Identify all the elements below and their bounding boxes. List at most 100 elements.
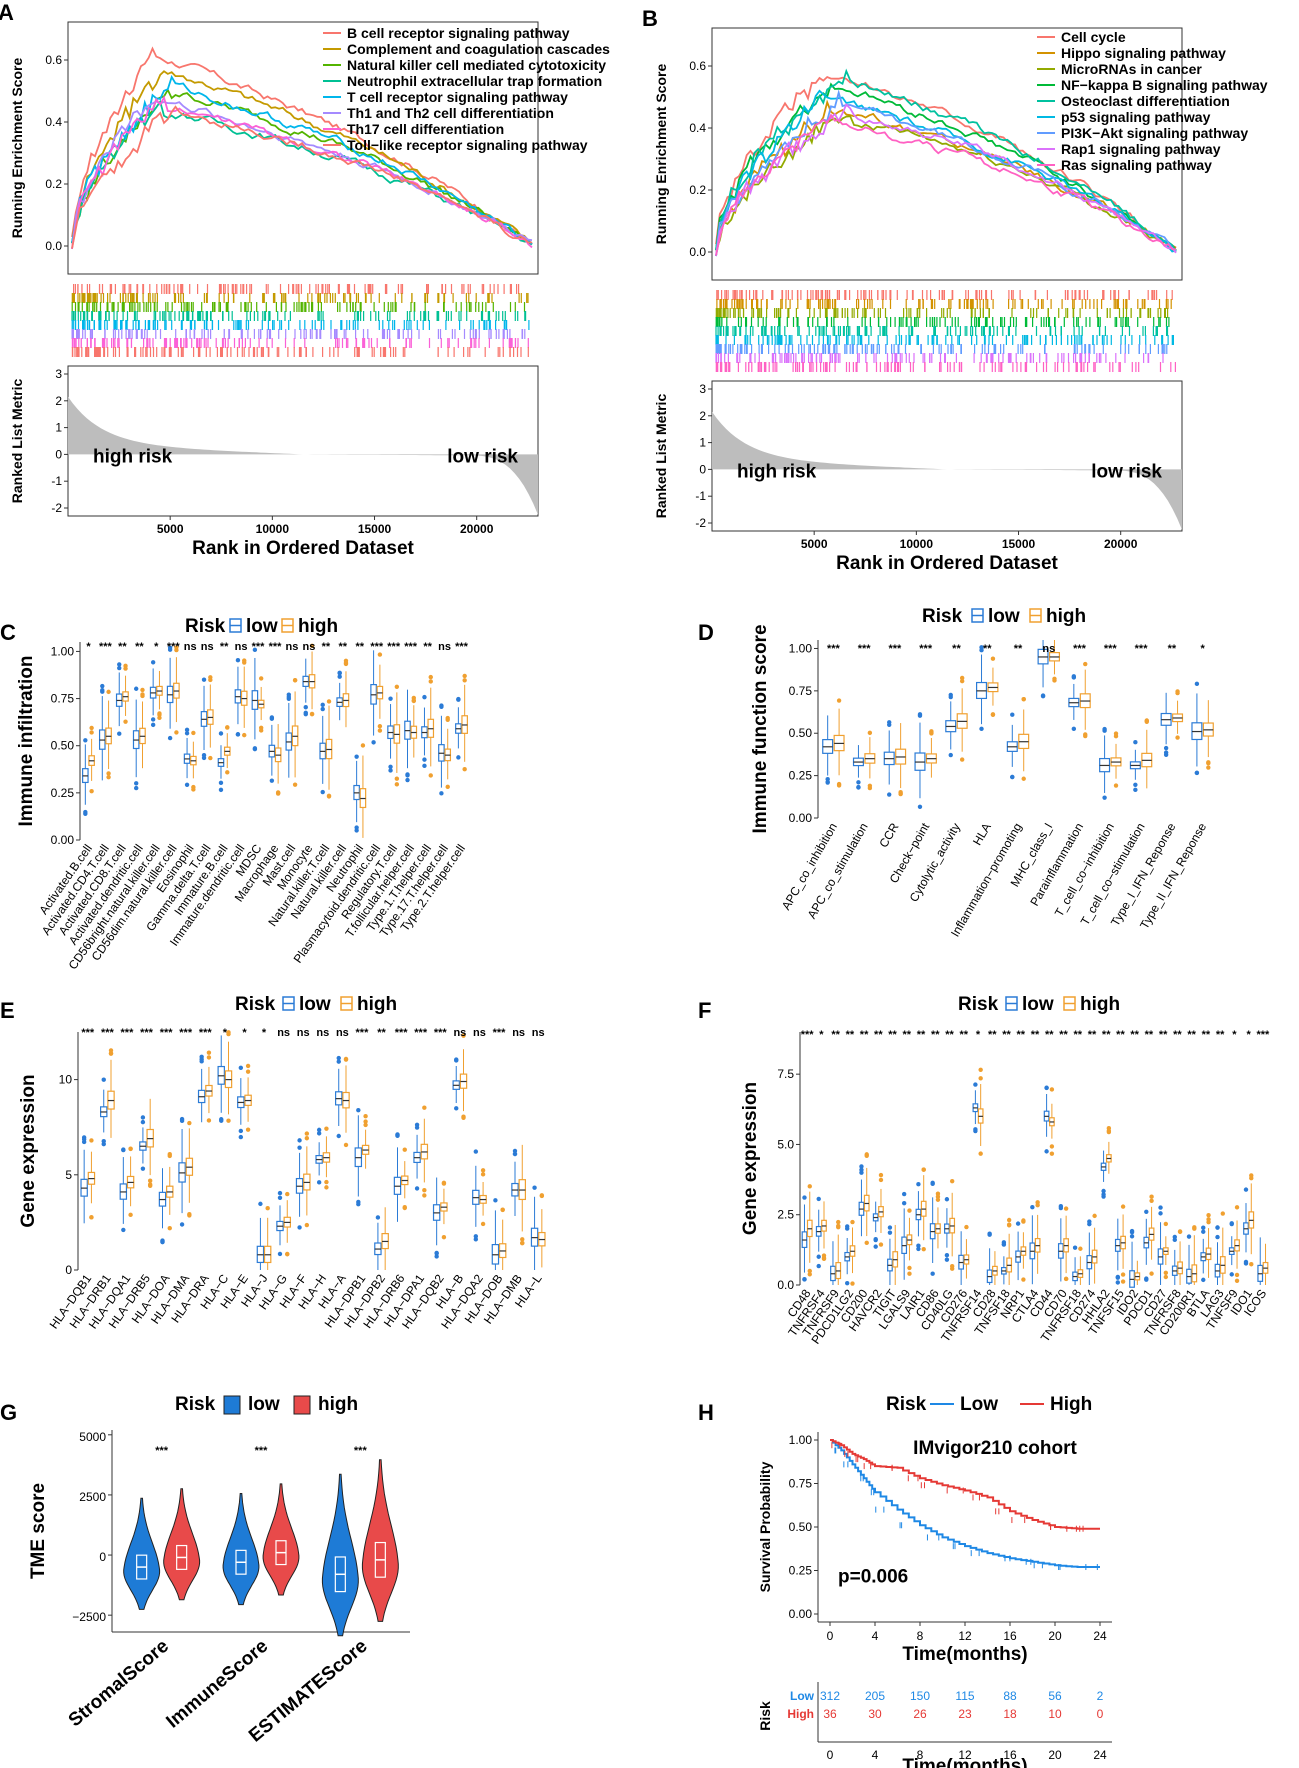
outlier — [106, 771, 111, 776]
outlier — [167, 1151, 172, 1157]
outlier — [304, 1131, 310, 1136]
outlier — [1021, 1219, 1026, 1224]
outlier — [336, 1133, 341, 1139]
risk-x-tick-label: 8 — [917, 1748, 924, 1762]
panel-h: H0.000.250.500.751.000 4 8 12 16 20 24Survival… — [698, 1394, 1112, 1768]
outlier — [258, 676, 264, 681]
significance-label: *** — [1135, 643, 1149, 655]
outlier — [1021, 697, 1026, 702]
outlier — [388, 768, 393, 773]
outlier — [878, 1242, 884, 1247]
outlier — [959, 678, 965, 684]
outlier — [1058, 1205, 1064, 1211]
outlier — [1158, 1205, 1163, 1210]
outlier — [336, 1055, 341, 1061]
outlier — [1234, 1272, 1240, 1278]
outlier — [864, 1153, 869, 1158]
significance-label: ** — [988, 1029, 997, 1041]
outlier — [140, 1119, 146, 1125]
risk-row-label: High — [787, 1707, 814, 1721]
outlier — [343, 1056, 349, 1062]
outlier — [157, 712, 162, 717]
significance-label: *** — [252, 641, 266, 653]
outlier — [167, 735, 173, 741]
x-tick-label: 10000 — [256, 522, 290, 536]
outlier — [89, 725, 94, 731]
significance-label: * — [262, 1027, 267, 1039]
outlier — [81, 1137, 87, 1142]
x-axis-label: Rank in Ordered Dataset — [192, 538, 414, 559]
legend-title: Risk — [922, 606, 963, 627]
significance-label: *** — [395, 1027, 409, 1039]
significance-label: ** — [1173, 1029, 1182, 1041]
outlier — [1249, 1262, 1254, 1267]
outlier — [964, 1224, 969, 1230]
outlier — [456, 697, 461, 702]
legend-entry: Cell cycle — [1061, 29, 1126, 45]
gene-hit-ticks — [715, 335, 1174, 345]
outlier — [206, 1118, 212, 1123]
legend-entry: low — [246, 616, 278, 637]
outlier — [422, 763, 427, 769]
legend-entry: low — [248, 1394, 280, 1415]
outlier — [184, 727, 190, 733]
es-tick-label: 0.0 — [689, 245, 706, 259]
significance-label: *** — [140, 1027, 154, 1039]
legend-title: Risk — [958, 994, 999, 1015]
es-curve-1 — [71, 46, 533, 245]
outlier — [1149, 1271, 1154, 1276]
outlier — [242, 658, 247, 663]
outlier — [1120, 1279, 1126, 1284]
gene-hit-ticks — [73, 284, 520, 294]
y-axis-label: Gene expression — [18, 1074, 39, 1227]
category-label: ImmuneScore — [162, 1636, 272, 1733]
outlier — [388, 764, 393, 769]
outlier — [218, 780, 224, 786]
significance-label: *** — [1256, 1029, 1270, 1041]
y-tick-label: 1.00 — [789, 1433, 813, 1447]
x-tick-label: 16 — [1003, 1629, 1017, 1643]
outlier — [414, 1125, 420, 1130]
significance-label: ** — [888, 1029, 897, 1041]
outlier — [1175, 689, 1180, 694]
outlier — [150, 722, 156, 728]
significance-label: ** — [1159, 1029, 1168, 1041]
outlier — [269, 715, 275, 720]
outlier — [1163, 745, 1169, 751]
outlier — [100, 683, 105, 689]
outlier — [150, 660, 156, 665]
significance-label: *** — [455, 641, 469, 653]
outlier — [1021, 1277, 1026, 1282]
y-tick-label: 0.00 — [51, 833, 75, 847]
gene-hit-ticks — [715, 353, 1164, 363]
outlier — [1092, 1213, 1097, 1219]
p-value: p=0.006 — [838, 1567, 908, 1588]
x-tick-label: 20 — [1048, 1629, 1062, 1643]
outlier — [802, 1277, 807, 1282]
outlier — [238, 1128, 244, 1134]
annot-low-risk: low risk — [1091, 461, 1162, 482]
outlier — [949, 1263, 955, 1269]
outlier — [836, 783, 842, 788]
outlier — [1177, 1229, 1183, 1235]
metric-tick-label: 2 — [55, 394, 62, 408]
es-tick-label: 0.6 — [689, 59, 706, 73]
significance-label: *** — [404, 641, 418, 653]
outlier — [917, 804, 923, 810]
risk-count: 10 — [1048, 1707, 1062, 1721]
outlier — [201, 677, 207, 682]
outlier — [1234, 1205, 1240, 1210]
significance-label: *** — [801, 1029, 815, 1041]
y-axis-label: Gene expression — [740, 1082, 761, 1235]
significance-label: *** — [255, 1445, 269, 1457]
outlier — [1243, 1187, 1249, 1192]
outlier — [1006, 1223, 1012, 1228]
outlier — [219, 1118, 224, 1123]
outlier — [285, 1251, 290, 1257]
y-tick-label: 0.50 — [789, 726, 813, 740]
significance-label: *** — [101, 1027, 115, 1039]
x-tick-label: 5000 — [157, 522, 184, 536]
es-curve-6 — [715, 89, 1177, 257]
outlier — [316, 1131, 322, 1136]
outlier — [917, 713, 923, 718]
